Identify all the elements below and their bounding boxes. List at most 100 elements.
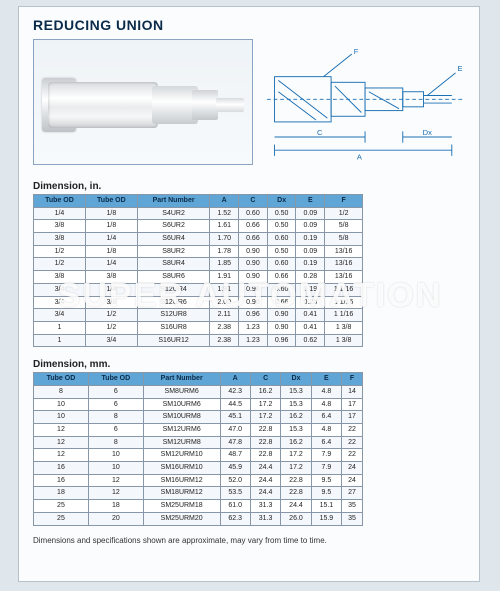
dim-e-label: E <box>457 64 462 73</box>
table-cell: 0.62 <box>296 334 325 347</box>
table-cell: 10 <box>34 398 89 411</box>
table-cell: 2.38 <box>210 321 239 334</box>
table-row: 1/21/8S8UR21.780.900.500.0913/16 <box>34 245 363 258</box>
table-cell: 12 <box>88 474 143 487</box>
table-cell: 35 <box>342 512 363 525</box>
table-cell: 0.66 <box>267 296 296 309</box>
table-col-header: Tube OD <box>34 195 86 208</box>
table-cell: 17.2 <box>281 462 311 475</box>
table-cell: 1/2 <box>325 207 363 220</box>
datasheet: REDUCING UNION <box>18 6 480 582</box>
table-cell: SM25URM18 <box>143 500 220 513</box>
table-col-header: C <box>239 195 268 208</box>
table-col-header: Dx <box>281 373 311 386</box>
table-cell: 12 <box>34 436 89 449</box>
table-cell: 14 <box>342 385 363 398</box>
table-cell: 1/2 <box>34 258 86 271</box>
table-cell: 0.96 <box>239 309 268 322</box>
table-cell: 2.00 <box>210 296 239 309</box>
table-cell: 0.60 <box>267 283 296 296</box>
table-cell: 42.3 <box>220 385 250 398</box>
table-cell: 6 <box>88 398 143 411</box>
table-cell: 2.38 <box>210 334 239 347</box>
table-cell: 0.19 <box>296 258 325 271</box>
table-cell: 0.66 <box>239 220 268 233</box>
product-photo <box>33 39 253 165</box>
table-cell: 22.8 <box>250 449 280 462</box>
table-cell: S8UR4 <box>137 258 210 271</box>
table-cell: 1.85 <box>210 258 239 271</box>
table-cell: 22 <box>342 449 363 462</box>
table-row: 86SM8URM642.316.215.34.814 <box>34 385 363 398</box>
table-cell: S16UR12 <box>137 334 210 347</box>
table-cell: 8 <box>34 385 89 398</box>
table-cell: 15.3 <box>281 385 311 398</box>
table-col-header: F <box>325 195 363 208</box>
dim-c-label: C <box>317 128 323 137</box>
table-row: 106SM10URM644.517.215.34.817 <box>34 398 363 411</box>
table-col-header: A <box>220 373 250 386</box>
table-cell: 15.9 <box>311 512 341 525</box>
table-cell: 4.8 <box>311 424 341 437</box>
table-cell: 24 <box>342 462 363 475</box>
table-cell: 0.90 <box>239 245 268 258</box>
table-cell: 5/8 <box>325 220 363 233</box>
table-cell: 1 <box>34 321 86 334</box>
table-cell: SM10URM6 <box>143 398 220 411</box>
table-col-header: Part Number <box>137 195 210 208</box>
table-row: 2520SM25URM2062.331.326.015.935 <box>34 512 363 525</box>
table-cell: S6UR2 <box>137 220 210 233</box>
table-col-header: Dx <box>267 195 296 208</box>
table-cell: 10 <box>88 449 143 462</box>
table-cell: 24.4 <box>250 487 280 500</box>
table-cell: 0.50 <box>267 207 296 220</box>
table-row: 13/4S16UR122.381.230.960.621 3/8 <box>34 334 363 347</box>
table-cell: SM12URM10 <box>143 449 220 462</box>
table-cell: 45.1 <box>220 411 250 424</box>
table-row: 11/2S16UR82.381.230.900.411 3/8 <box>34 321 363 334</box>
table-cell: S12UR6 <box>137 296 210 309</box>
table-cell: 25 <box>34 512 89 525</box>
table-cell: 3/8 <box>34 220 86 233</box>
table-cell: 0.09 <box>296 220 325 233</box>
table-cell: 17 <box>342 411 363 424</box>
table-cell: SM25URM20 <box>143 512 220 525</box>
table-cell: 48.7 <box>220 449 250 462</box>
table-cell: 7.9 <box>311 449 341 462</box>
table-mm-label: Dimension, mm. <box>33 359 465 370</box>
table-cell: 6.4 <box>311 436 341 449</box>
table-cell: 17.2 <box>250 398 280 411</box>
table-cell: 12 <box>88 487 143 500</box>
table-row: 128SM12URM847.822.816.26.422 <box>34 436 363 449</box>
table-cell: 13/16 <box>325 271 363 284</box>
table-row: 3/81/4S6UR41.700.660.600.195/8 <box>34 233 363 246</box>
table-cell: 1/2 <box>34 245 86 258</box>
table-cell: 1 1/16 <box>325 283 363 296</box>
table-cell: 24.4 <box>250 474 280 487</box>
table-cell: 3/8 <box>85 296 137 309</box>
page-title: REDUCING UNION <box>33 17 465 33</box>
table-in-label: Dimension, in. <box>33 181 465 192</box>
table-cell: 47.8 <box>220 436 250 449</box>
table-cell: 9.5 <box>311 474 341 487</box>
table-cell: 22.8 <box>250 436 280 449</box>
table-cell: 0.90 <box>239 271 268 284</box>
table-cell: 0.19 <box>296 233 325 246</box>
table-cell: 0.41 <box>296 321 325 334</box>
table-col-header: Tube OD <box>34 373 89 386</box>
table-cell: 1/4 <box>85 258 137 271</box>
table-cell: 31.3 <box>250 500 280 513</box>
table-cell: SM8URM6 <box>143 385 220 398</box>
table-cell: 1.23 <box>239 321 268 334</box>
table-cell: 22.8 <box>250 424 280 437</box>
table-cell: 3/4 <box>34 296 86 309</box>
table-cell: 13/16 <box>325 245 363 258</box>
table-cell: 1/8 <box>85 207 137 220</box>
table-cell: 44.5 <box>220 398 250 411</box>
table-cell: 3/4 <box>85 334 137 347</box>
table-col-header: Part Number <box>143 373 220 386</box>
table-cell: 1/4 <box>85 233 137 246</box>
table-cell: 16.2 <box>281 436 311 449</box>
table-cell: 16.2 <box>250 385 280 398</box>
table-cell: 22 <box>342 424 363 437</box>
